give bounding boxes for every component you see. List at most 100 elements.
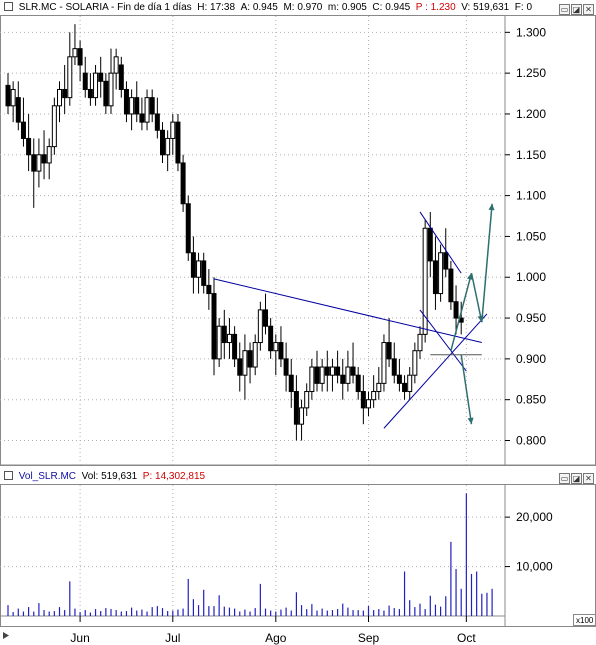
candle-body: [93, 72, 99, 99]
candle-body: [412, 350, 418, 376]
price-tick-label: 1.100: [516, 189, 546, 203]
candle-body: [196, 260, 202, 278]
candle-body: [335, 366, 341, 376]
candle-body: [26, 137, 32, 156]
price-tick-label: 0.850: [516, 393, 546, 407]
volume-header-name: Vol_SLR.MC: [18, 471, 77, 482]
price-y-axis: 1.300 1.250 1.200 1.150 1.100 1.050 1.000 0.950…: [505, 25, 546, 448]
price-tick-label: 1.000: [516, 270, 546, 284]
candle-body: [10, 88, 16, 107]
header-time: 17:38: [210, 2, 236, 13]
candle-body: [309, 366, 315, 393]
candle-body: [123, 88, 129, 115]
header-p-value: 1.230: [430, 2, 456, 13]
date-x-axis: Jun Jul Ago Sep Oct: [70, 616, 476, 645]
header-name: SOLARIA: [65, 2, 109, 13]
x100-label: x100: [576, 616, 594, 625]
date-tick-label: Jul: [165, 631, 180, 645]
candle-body: [324, 366, 330, 376]
candle-body: [350, 366, 356, 376]
candle-body: [170, 121, 176, 139]
candle-body: [118, 64, 124, 90]
volume-header-vol: 519,631: [101, 471, 138, 482]
candle-body: [257, 309, 263, 344]
candle-body: [185, 203, 191, 254]
candle-body: [134, 97, 140, 115]
candle-body: [98, 72, 104, 82]
candle-body: [144, 97, 150, 123]
candle-body: [175, 121, 181, 164]
volume-minimize-button[interactable]: ▭: [559, 473, 570, 484]
header-open: 0.945: [252, 2, 278, 13]
candle-body: [190, 252, 196, 278]
forecast-arrow-line: [450, 272, 473, 351]
candle-body: [443, 252, 449, 270]
candle-body: [432, 260, 438, 295]
candle-body: [149, 97, 155, 115]
candle-body: [242, 350, 248, 376]
candle-body: [319, 366, 325, 384]
price-minimize-button[interactable]: ▭: [559, 4, 570, 15]
candle-body: [154, 113, 160, 131]
candle-body: [5, 84, 11, 107]
forecast-arrow-head: [488, 203, 495, 211]
candle-body: [340, 374, 346, 384]
candle-body: [165, 137, 171, 156]
candle-body: [304, 391, 310, 409]
header-symbol: SLR.MC: [18, 2, 57, 13]
forecast-arrow-line: [470, 273, 483, 323]
volume-bars: [7, 493, 493, 616]
volume-tick-label: 10,000: [516, 560, 553, 574]
header-f-value: 0: [526, 2, 533, 13]
price-tick-label: 0.800: [516, 434, 546, 448]
candle-body: [232, 333, 238, 360]
volume-y-axis: 20,000 10,000: [505, 510, 553, 574]
candle-body: [82, 72, 88, 90]
volume-panel-frame: [0, 484, 596, 627]
candle-body: [41, 154, 47, 164]
forecast-arrow-line: [481, 203, 493, 323]
date-tick-label: Ago: [265, 631, 287, 645]
candle-body: [299, 407, 305, 425]
price-tick-label: 0.950: [516, 311, 546, 325]
header-p-label: P :: [415, 2, 428, 13]
candle-body: [237, 358, 243, 376]
header-close: 0.945: [385, 2, 411, 13]
candle-body: [371, 391, 377, 401]
candle-body: [216, 325, 222, 360]
volume-close-button[interactable]: ✕: [583, 473, 594, 484]
candle-body: [381, 342, 387, 384]
header-low-label: m:: [327, 2, 340, 13]
candle-body: [139, 113, 145, 123]
header-low: 0.905: [341, 2, 367, 13]
header-f-label: F:: [514, 2, 524, 13]
price-grid: [0, 16, 505, 616]
scroll-left-icon[interactable]: [3, 632, 9, 639]
header-period: Fin de día 1 días: [117, 2, 192, 13]
price-close-button[interactable]: ✕: [583, 4, 594, 15]
candle-body: [67, 56, 73, 99]
price-tick-label: 1.250: [516, 66, 546, 80]
candle-body: [376, 382, 382, 393]
candle-body: [314, 366, 320, 384]
volume-panel-header: Vol_SLR.MC Vol: 519,631 P: 14,302,815: [4, 470, 205, 484]
volume-grid: [0, 516, 505, 568]
header-high-label: M:: [283, 2, 295, 13]
header-vol-label: V:: [461, 2, 471, 13]
volume-restore-button[interactable]: ◪: [571, 473, 582, 484]
candle-body: [283, 358, 289, 376]
candle-body: [293, 391, 299, 425]
candle-body: [386, 342, 392, 360]
header-high: 0.970: [297, 2, 323, 13]
candle-body: [57, 88, 62, 107]
price-restore-button[interactable]: ◪: [571, 4, 582, 15]
candle-body: [108, 72, 114, 107]
candle-body: [72, 48, 78, 58]
header-vol: 519,631: [473, 2, 510, 13]
candle-body: [417, 333, 423, 352]
candle-body: [247, 350, 253, 368]
candle-body: [211, 293, 217, 360]
candle-body: [422, 227, 428, 335]
candle-body: [103, 80, 109, 107]
candle-body: [438, 252, 444, 295]
